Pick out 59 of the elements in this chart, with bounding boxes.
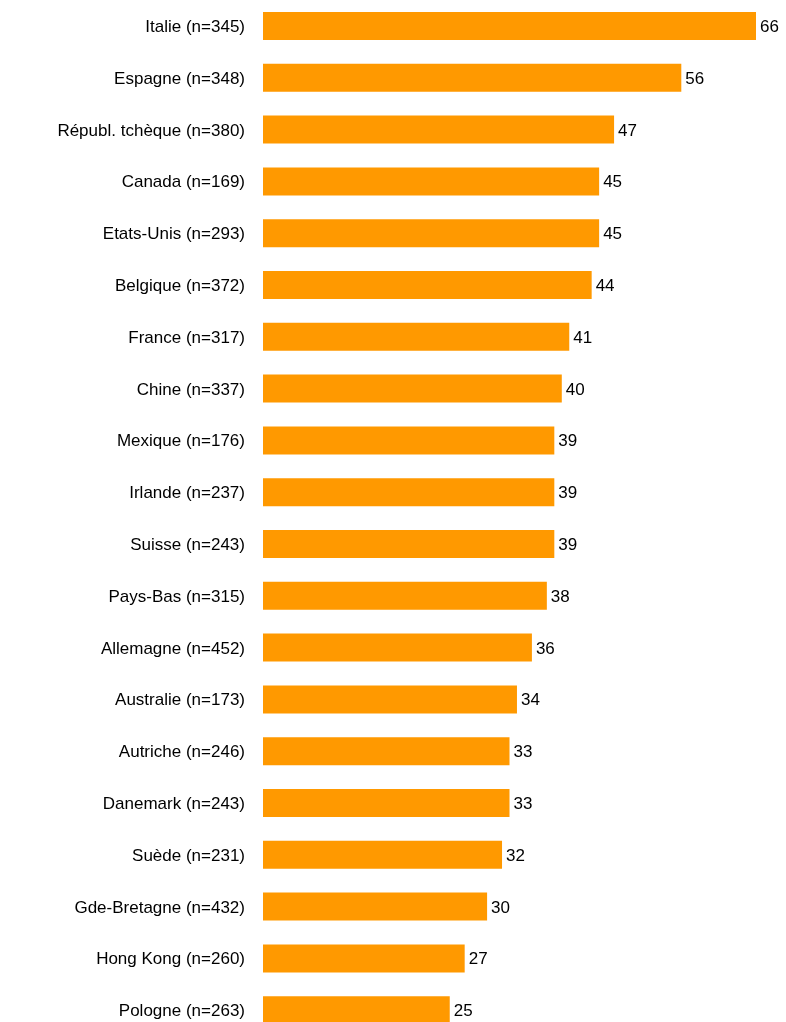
bar (263, 633, 532, 662)
data-label: 66 (760, 17, 779, 37)
data-label: 40 (565, 379, 585, 399)
data-label: 44 (595, 276, 615, 296)
y-tick-label: Républ. tchèque (n=380) (57, 120, 245, 140)
bar (263, 789, 510, 817)
y-tick-label: Mexique (n=176) (116, 431, 245, 451)
bar (263, 167, 600, 196)
y-tick-label: Espagne (n=348) (114, 68, 245, 88)
data-label: 41 (573, 327, 593, 347)
y-tick-label: Suède (n=231) (132, 845, 245, 865)
bar (263, 374, 562, 403)
data-label: 38 (550, 586, 570, 606)
y-tick-label: Chine (n=337) (136, 379, 245, 399)
data-label: 30 (491, 897, 511, 917)
bar (263, 426, 555, 455)
y-tick-label: Canada (n=169) (121, 172, 245, 192)
data-label: 39 (558, 483, 578, 503)
data-label: 33 (513, 742, 533, 762)
y-tick-label: Autriche (n=246) (118, 742, 245, 762)
y-tick-label: Hong Kong (n=260) (96, 949, 245, 969)
y-tick-label: Pologne (n=263) (118, 1001, 245, 1021)
y-tick-label: Gde-Bretagne (n=432) (74, 897, 245, 917)
y-tick-label: Suisse (n=243) (130, 534, 245, 554)
bar (263, 685, 517, 714)
bar (263, 478, 555, 507)
data-label: 34 (520, 690, 540, 710)
bar (263, 892, 488, 921)
y-tick-label: Etats-Unis (n=293) (102, 224, 245, 244)
bar (263, 12, 756, 40)
bar (263, 322, 570, 351)
data-label: 36 (535, 638, 555, 658)
y-tick-label: Australie (n=173) (115, 690, 245, 710)
bar (263, 63, 682, 92)
data-label: 39 (558, 431, 578, 451)
data-label: 47 (618, 120, 637, 140)
y-tick-label: Belgique (n=372) (115, 275, 245, 295)
data-label: 25 (453, 1001, 473, 1021)
y-tick-label: Allemagne (n=452) (100, 638, 245, 658)
data-label: 39 (558, 535, 578, 555)
bar (263, 737, 510, 766)
data-label: 56 (685, 68, 705, 88)
y-tick-label: Pays-Bas (n=315) (108, 586, 245, 606)
y-tick-label: Danemark (n=243) (102, 793, 245, 813)
bar (263, 840, 503, 869)
data-label: 45 (603, 172, 623, 192)
data-label: 32 (506, 845, 525, 865)
data-label: 27 (468, 949, 488, 969)
bar (263, 581, 547, 610)
y-tick-label: Irlande (n=237) (129, 483, 245, 503)
data-label: 45 (603, 224, 623, 244)
bar (263, 115, 615, 144)
bar (263, 530, 555, 558)
y-tick-label: Italie (n=345) (145, 16, 245, 36)
bar (263, 271, 592, 299)
data-label: 33 (513, 794, 533, 814)
bar (263, 219, 600, 248)
bar (263, 944, 465, 973)
y-tick-label: France (n=317) (128, 327, 245, 347)
